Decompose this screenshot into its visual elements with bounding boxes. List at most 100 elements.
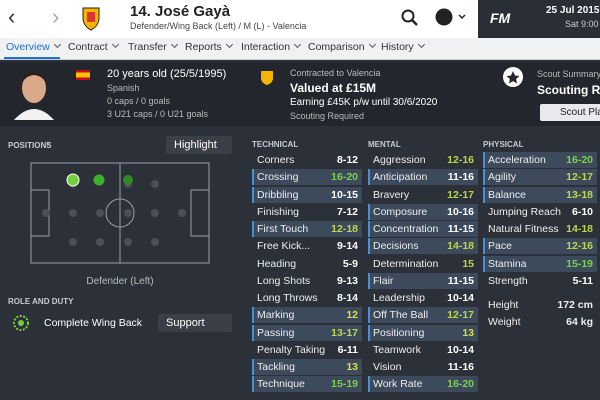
body-row: Weight 64 kg <box>483 314 597 330</box>
attribute-value: 16-20 <box>447 378 474 391</box>
attribute-row: Stamina 15-19 <box>483 255 597 272</box>
attribute-row: Dribbling 10-15 <box>252 186 362 203</box>
attribute-name: Balance <box>488 188 526 201</box>
attribute-value: 6-10 <box>571 205 593 218</box>
back-button[interactable]: ‹ <box>8 4 16 29</box>
attribute-name: Corners <box>257 154 295 166</box>
attribute-name: Determination <box>373 257 439 270</box>
nav-tab[interactable]: Comparison <box>308 41 375 53</box>
flag-spain <box>76 70 90 80</box>
attribute-name: Long Throws <box>257 292 318 304</box>
attribute-row: Finishing 7-12 <box>252 204 362 220</box>
role-icon <box>13 315 29 331</box>
positions-mode[interactable]: Highlight <box>166 136 232 154</box>
attribute-row: Flair 11-15 <box>368 272 478 289</box>
nationality: Spanish <box>107 83 140 93</box>
fm-logo[interactable]: FM <box>490 10 511 26</box>
search-icon[interactable] <box>400 8 420 28</box>
globe-menu[interactable] <box>434 6 468 28</box>
attribute-name: Acceleration <box>488 154 546 166</box>
attribute-row: Leadership 10-14 <box>368 290 478 306</box>
attribute-name: Decisions <box>373 240 419 253</box>
attribute-row: Aggression 12-16 <box>368 152 478 168</box>
attribute-row: Long Shots 9-13 <box>252 273 362 289</box>
tab-underline <box>4 57 60 59</box>
attribute-name: Vision <box>373 361 402 373</box>
attribute-row: Strength 5-11 <box>483 273 597 289</box>
attribute-group-title: TECHNICAL <box>252 140 299 149</box>
attribute-value: 13-18 <box>566 188 593 201</box>
nav-tab[interactable]: Reports <box>185 41 232 53</box>
attribute-row: First Touch 12-18 <box>252 221 362 237</box>
positions-title[interactable]: POSITIONS <box>8 141 52 150</box>
attribute-name: Stamina <box>488 257 527 270</box>
body-name: Height <box>488 299 519 311</box>
attribute-name: Tackling <box>257 361 295 373</box>
duty-select[interactable]: Support <box>158 314 232 332</box>
attribute-row: Technique 15-19 <box>252 376 362 393</box>
attribute-name: Agility <box>488 171 517 184</box>
player-name: 14. José Gayà <box>130 3 231 20</box>
attribute-name: Off The Ball <box>373 309 429 322</box>
contract-wage: Earning £45K p/w until 30/6/2020 <box>290 97 438 108</box>
attribute-value: 12-17 <box>447 188 474 201</box>
attribute-name: Free Kick... <box>257 240 311 253</box>
attribute-name: Composure <box>373 205 428 218</box>
attribute-row: Teamwork 10-14 <box>368 342 478 358</box>
attribute-row: Long Throws 8-14 <box>252 290 362 306</box>
nav-tab[interactable]: Contract <box>68 41 118 53</box>
attribute-row: Concentration 11-15 <box>368 221 478 237</box>
attribute-row: Positioning 13 <box>368 324 478 341</box>
player-photo <box>14 72 54 120</box>
attribute-name: Technique <box>257 378 305 391</box>
attribute-row: Agility 12-17 <box>483 169 597 186</box>
attribute-row: Decisions 14-18 <box>368 238 478 255</box>
attribute-value: 16-20 <box>566 154 593 166</box>
nav-tab[interactable]: History <box>381 41 424 53</box>
attribute-value: 10-15 <box>331 188 358 201</box>
attribute-row: Corners 8-12 <box>252 152 362 168</box>
attribute-name: Aggression <box>373 154 426 166</box>
attribute-value: 8-14 <box>336 292 358 304</box>
attribute-row: Heading 5-9 <box>252 256 362 272</box>
attribute-value: 12-18 <box>331 223 358 235</box>
game-date: 25 Jul 2015 <box>546 5 600 16</box>
scouting-required: Scouting Required <box>290 111 365 121</box>
nav-tab[interactable]: Transfer <box>128 41 177 53</box>
attribute-value: 16-20 <box>331 171 358 184</box>
positions-arrow: › <box>46 138 50 149</box>
attribute-name: Strength <box>488 274 528 287</box>
attribute-name: Finishing <box>257 205 300 218</box>
attribute-name: Bravery <box>373 188 410 201</box>
attribute-row: Jumping Reach 6-10 <box>483 204 597 220</box>
attribute-value: 14-18 <box>566 223 593 235</box>
role-name: Complete Wing Back <box>44 317 143 329</box>
position-label: Defender (Left) <box>86 276 154 287</box>
attribute-name: Marking <box>257 309 295 322</box>
contract-club: Contracted to Valencia <box>290 68 381 78</box>
attribute-value: 11-15 <box>447 274 474 287</box>
club-crest <box>82 7 100 31</box>
scout-button[interactable]: Scout Play <box>540 104 600 121</box>
attribute-value: 15 <box>462 257 474 270</box>
u21-caps: 3 U21 caps / 0 U21 goals <box>107 109 209 119</box>
attribute-name: Leadership <box>373 292 425 304</box>
body-row: Height 172 cm <box>483 297 597 313</box>
forward-button[interactable]: › <box>52 4 60 29</box>
attribute-value: 12 <box>346 309 358 322</box>
body-value: 64 kg <box>566 316 593 329</box>
scout-icon <box>503 67 523 87</box>
nav-tab[interactable]: Interaction <box>241 41 300 53</box>
attribute-name: Heading <box>257 257 297 270</box>
attribute-value: 13 <box>462 326 474 339</box>
nav-tab[interactable]: Overview <box>6 41 60 53</box>
attribute-name: Pace <box>488 240 512 253</box>
fm-panel <box>478 0 600 38</box>
attribute-name: Positioning <box>373 326 425 339</box>
attribute-row: Vision 11-16 <box>368 359 478 375</box>
attribute-row: Marking 12 <box>252 307 362 324</box>
body-name: Weight <box>488 316 521 329</box>
attribute-value: 10-14 <box>447 292 474 304</box>
attribute-row: Natural Fitness 14-18 <box>483 221 597 237</box>
attribute-row: Penalty Taking 6-11 <box>252 342 362 358</box>
